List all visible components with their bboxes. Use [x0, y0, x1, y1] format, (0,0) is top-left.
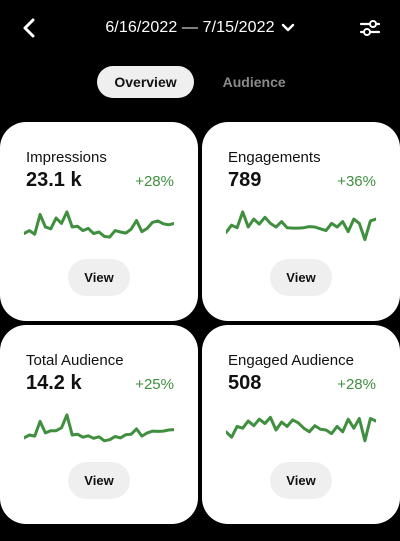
date-range-label: 6/16/2022 — 7/15/2022: [105, 19, 275, 36]
metric-label: Impressions: [26, 149, 107, 166]
trend-line: [24, 210, 174, 239]
engagements-card: Engagements 789 +36% View: [202, 122, 400, 321]
view-button[interactable]: View: [270, 462, 332, 499]
metric-value: 789: [228, 169, 262, 191]
metric-value: 23.1 k: [26, 169, 82, 191]
metric-change: +28%: [135, 173, 174, 190]
metric-value: 14.2 k: [26, 372, 82, 394]
tab-overview[interactable]: Overview: [97, 66, 194, 98]
chevron-left-icon: [23, 18, 35, 38]
metric-change: +25%: [135, 376, 174, 393]
tab-audience[interactable]: Audience: [222, 74, 286, 90]
tab-bar: Overview Audience: [0, 66, 400, 98]
trend-line: [226, 415, 376, 443]
trend-sparkline: [226, 409, 376, 451]
metric-label: Engagements: [228, 149, 321, 166]
date-range-selector[interactable]: 6/16/2022 — 7/15/2022: [0, 14, 400, 42]
trend-sparkline: [226, 206, 376, 248]
header-bar: 6/16/2022 — 7/15/2022: [0, 0, 400, 56]
metric-value: 508: [228, 372, 262, 394]
view-button[interactable]: View: [270, 259, 332, 296]
back-button[interactable]: [16, 14, 44, 42]
total-audience-card: Total Audience 14.2 k +25% View: [0, 325, 198, 524]
metric-label: Engaged Audience: [228, 352, 354, 369]
metric-change: +36%: [337, 173, 376, 190]
trend-line: [226, 210, 376, 242]
metric-label: Total Audience: [26, 352, 124, 369]
chevron-down-icon: [281, 23, 294, 32]
view-button[interactable]: View: [68, 462, 130, 499]
metric-change: +28%: [337, 376, 376, 393]
view-button[interactable]: View: [68, 259, 130, 296]
impressions-card: Impressions 23.1 k +28% View: [0, 122, 198, 321]
trend-line: [24, 413, 174, 443]
trend-sparkline: [24, 206, 174, 248]
trend-sparkline: [24, 409, 174, 451]
metrics-grid: Impressions 23.1 k +28% View Engagements…: [0, 122, 400, 524]
filter-button[interactable]: [356, 14, 384, 42]
sliders-icon: [359, 20, 381, 36]
engaged-audience-card: Engaged Audience 508 +28% View: [202, 325, 400, 524]
